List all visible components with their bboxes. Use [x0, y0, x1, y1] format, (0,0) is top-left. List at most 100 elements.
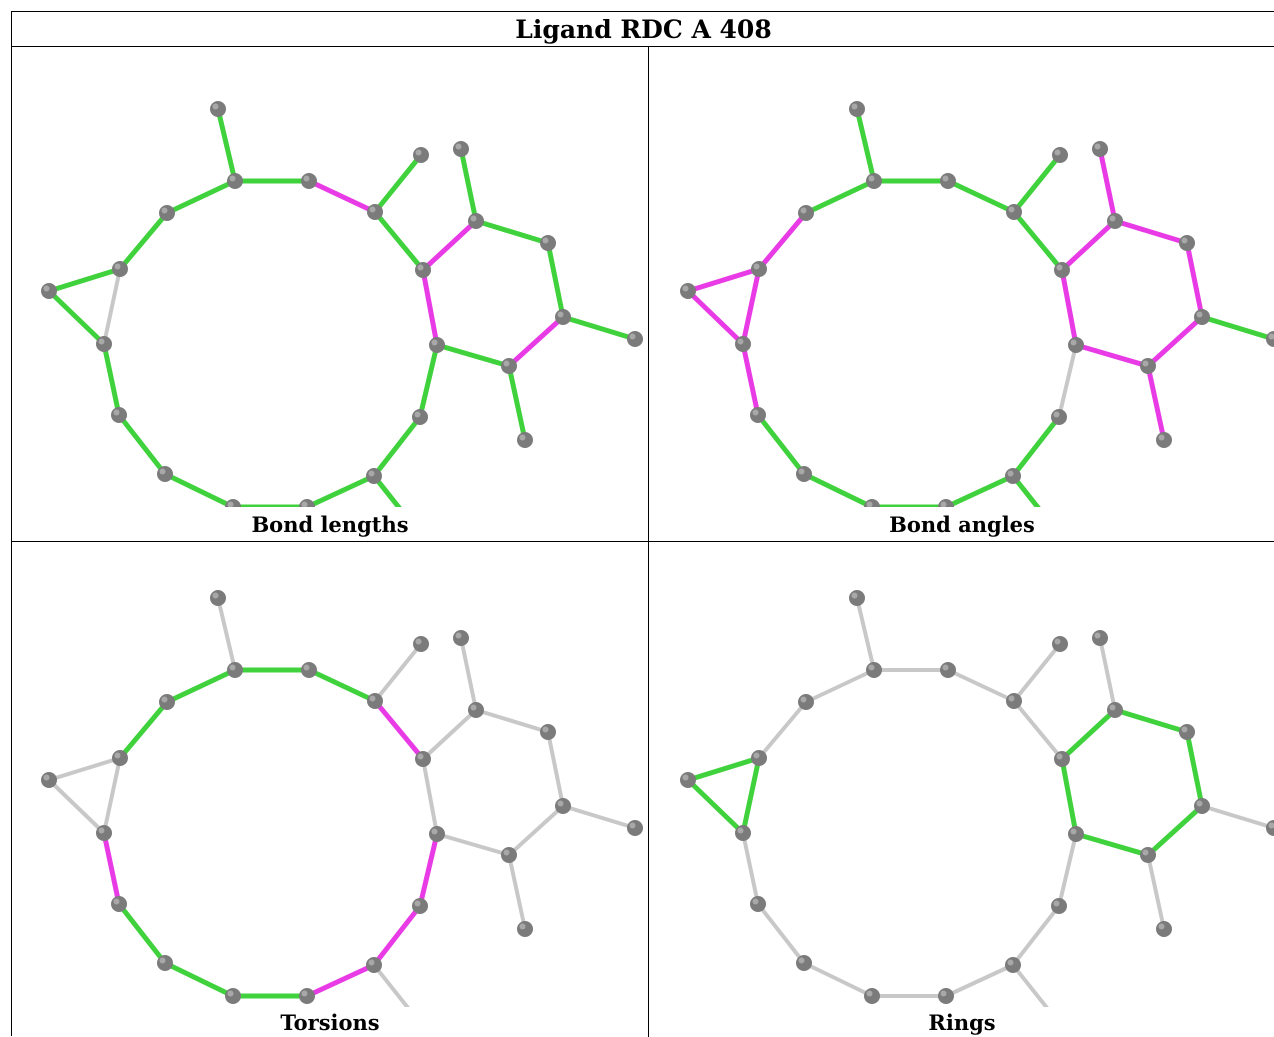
atom-0 [210, 590, 226, 606]
atom-highlight [520, 435, 526, 441]
atom-21 [96, 825, 112, 841]
bond-14-15 [1013, 906, 1059, 965]
atom-6 [468, 213, 484, 229]
atom-7 [453, 630, 469, 646]
bond-6-8 [1115, 710, 1187, 732]
atom-highlight [799, 958, 805, 964]
atom-8 [540, 724, 556, 740]
bond-13-14 [1059, 345, 1076, 417]
atom-highlight [1071, 829, 1077, 835]
atom-highlight [370, 696, 376, 702]
atom-highlight [418, 754, 424, 760]
atom-highlight [801, 697, 807, 703]
atom-highlight [418, 265, 424, 271]
atom-13 [429, 337, 445, 353]
atom-21 [735, 825, 751, 841]
atom-highlight [754, 264, 760, 270]
bond-2-3 [309, 670, 375, 701]
atom-23 [112, 750, 128, 766]
atom-9 [555, 798, 571, 814]
bond-5-6 [1062, 710, 1115, 759]
bond-9-10 [1202, 317, 1274, 339]
atom-14 [412, 409, 428, 425]
atom-highlight [302, 991, 308, 997]
atom-highlight [1095, 144, 1101, 150]
atom-23 [751, 750, 767, 766]
bond-9-11 [1148, 317, 1202, 366]
atom-highlight [543, 727, 549, 733]
bond-24-1 [806, 181, 874, 213]
bond-23-21 [104, 758, 120, 833]
atom-17 [299, 988, 315, 1004]
bond-11-13 [437, 345, 509, 366]
atom-8 [1179, 235, 1195, 251]
atom-20 [111, 407, 127, 423]
bond-23-24 [759, 702, 806, 758]
bond-20-21 [104, 344, 119, 415]
atom-highlight [416, 639, 422, 645]
atom-highlight [852, 104, 858, 110]
molecule-diagram [12, 47, 649, 507]
atom-4 [1052, 147, 1068, 163]
atom-highlight [304, 176, 310, 182]
atom-highlight [683, 775, 689, 781]
bond-3-4 [1014, 155, 1060, 212]
bond-0-1 [218, 598, 235, 670]
atom-24 [159, 205, 175, 221]
bond-11-13 [1076, 345, 1148, 366]
bond-6-7 [461, 149, 476, 221]
atom-highlight [456, 633, 462, 639]
atom-highlight [1182, 727, 1188, 733]
atom-highlight [1055, 639, 1061, 645]
bond-19-20 [758, 415, 804, 474]
atom-14 [1051, 898, 1067, 914]
atom-highlight [504, 361, 510, 367]
bond-15-17 [946, 965, 1013, 996]
bond-21-22 [688, 291, 743, 344]
atom-3 [1006, 693, 1022, 709]
bond-13-5 [423, 270, 437, 345]
atom-highlight [160, 469, 166, 475]
atom-highlight [44, 775, 50, 781]
bond-2-3 [948, 181, 1014, 212]
atom-highlight [1009, 207, 1015, 213]
atom-highlight [1197, 312, 1203, 318]
atom-23 [751, 261, 767, 277]
atom-14 [412, 898, 428, 914]
atom-highlight [738, 828, 744, 834]
atom-2 [301, 173, 317, 189]
panel-caption: Bond angles [649, 512, 1274, 537]
atom-highlight [753, 899, 759, 905]
atom-highlight [943, 665, 949, 671]
molecule-diagram [12, 542, 649, 1007]
atom-6 [1107, 702, 1123, 718]
atom-highlight [558, 801, 564, 807]
bond-13-14 [420, 345, 437, 417]
bond-0-1 [857, 598, 874, 670]
atom-9 [1194, 309, 1210, 325]
atom-highlight [1110, 705, 1116, 711]
bond-8-9 [1187, 243, 1202, 317]
atom-11 [1140, 358, 1156, 374]
atom-24 [159, 694, 175, 710]
atom-highlight [432, 829, 438, 835]
atom-22 [680, 772, 696, 788]
atom-highlight [753, 410, 759, 416]
bond-6-8 [1115, 221, 1187, 243]
atom-12 [517, 921, 533, 937]
bond-23-21 [743, 758, 759, 833]
bond-14-15 [1013, 417, 1059, 476]
bond-20-21 [743, 833, 758, 904]
atom-13 [1068, 826, 1084, 842]
atom-highlight [456, 144, 462, 150]
bond-6-8 [476, 710, 548, 732]
atom-7 [1092, 630, 1108, 646]
bond-21-22 [688, 780, 743, 833]
bond-23-24 [759, 213, 806, 269]
atom-18 [864, 988, 880, 1004]
atom-highlight [115, 264, 121, 270]
atom-highlight [543, 238, 549, 244]
atom-9 [1194, 798, 1210, 814]
bond-24-1 [167, 181, 235, 213]
bond-13-14 [1059, 834, 1076, 906]
